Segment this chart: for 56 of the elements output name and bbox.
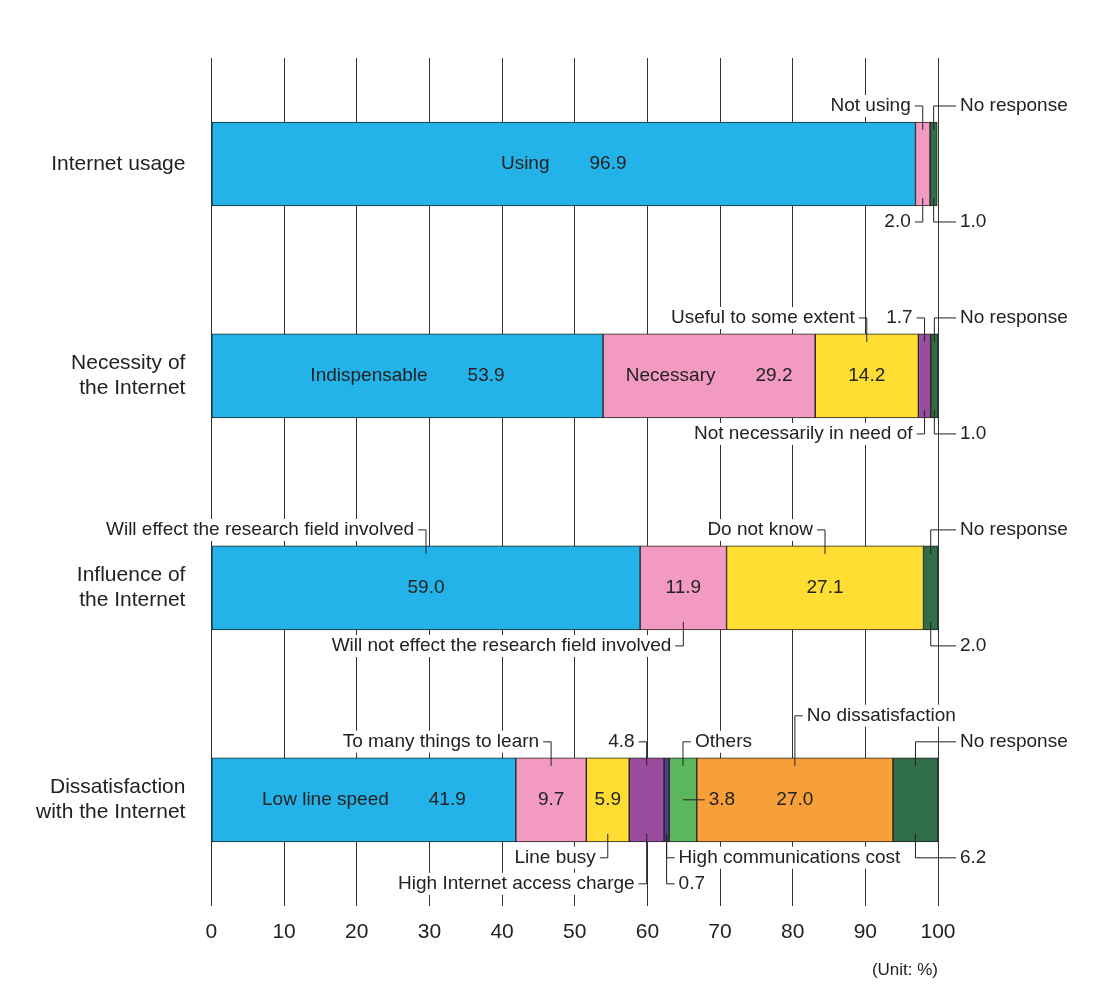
annotation: Will effect the research field involved xyxy=(105,518,415,540)
text: No response xyxy=(960,518,1068,540)
data-label: 59.0 xyxy=(407,576,445,598)
data-label: 1.7 xyxy=(886,306,913,328)
x-tick-label: 90 xyxy=(853,919,878,943)
text: (Unit: %) xyxy=(871,960,938,980)
data-label: 11.9 xyxy=(665,576,702,598)
y-tick-label: Dissatisfaction with the Internet xyxy=(35,774,186,823)
data-label: 0.7 xyxy=(678,872,706,894)
annotation: No response xyxy=(960,94,1068,116)
data-label: 29.2 xyxy=(755,364,793,386)
x-tick-label: 20 xyxy=(345,919,369,943)
annotation: Not using xyxy=(830,94,911,116)
x-tick-label: 80 xyxy=(781,919,805,943)
annotation: Indispensable xyxy=(310,364,428,386)
data-label: 27.1 xyxy=(806,576,844,598)
x-tick-label: 50 xyxy=(563,919,587,943)
data-label: 1.0 xyxy=(960,422,987,444)
annotation: No dissatisfaction xyxy=(806,704,956,726)
data-label: 5.9 xyxy=(594,788,621,810)
data-label: 14.2 xyxy=(848,364,886,386)
annotation: No response xyxy=(960,306,1068,328)
annotation: Necessary xyxy=(625,364,717,386)
data-label: 27.0 xyxy=(776,788,814,810)
annotation: Others xyxy=(694,730,752,752)
annotation: Useful to some extent xyxy=(671,306,856,328)
annotation: Will not effect the research field involved xyxy=(331,634,672,656)
data-label: 2.0 xyxy=(884,210,911,232)
data-label: 96.9 xyxy=(589,152,627,174)
x-tick-label: 40 xyxy=(490,919,514,943)
data-label: 41.9 xyxy=(428,788,466,810)
annotation: To many things to learn xyxy=(342,730,540,752)
annotation: Low line speed xyxy=(262,788,389,810)
y-tick-label: Influence of the Internet xyxy=(76,562,186,611)
annotation: Do not know xyxy=(707,518,814,540)
annotation: Not necessarily in need of xyxy=(693,422,914,444)
annotation: High Internet access charge xyxy=(398,872,635,894)
x-tick-label: 60 xyxy=(635,919,660,943)
data-label: 2.0 xyxy=(960,634,987,656)
y-tick-label: Necessity of the Internet xyxy=(71,350,186,399)
data-label: 53.9 xyxy=(467,364,505,386)
x-tick-label: 0 xyxy=(205,919,218,943)
x-tick-label: 100 xyxy=(920,919,956,943)
data-label: 6.2 xyxy=(960,846,987,868)
annotation: Line busy xyxy=(514,846,597,868)
x-tick-label: 10 xyxy=(272,919,296,943)
data-label: 3.8 xyxy=(708,788,736,810)
data-label: 1.0 xyxy=(960,210,987,232)
x-tick-label: 70 xyxy=(708,919,732,943)
text: No response xyxy=(960,730,1068,752)
data-label: 9.7 xyxy=(537,788,565,810)
annotation: Using xyxy=(500,152,550,174)
x-tick-label: 30 xyxy=(417,919,442,943)
annotation: High communications cost xyxy=(678,846,902,868)
y-tick-label: Internet usage xyxy=(51,150,186,174)
data-label: 4.8 xyxy=(608,730,635,752)
